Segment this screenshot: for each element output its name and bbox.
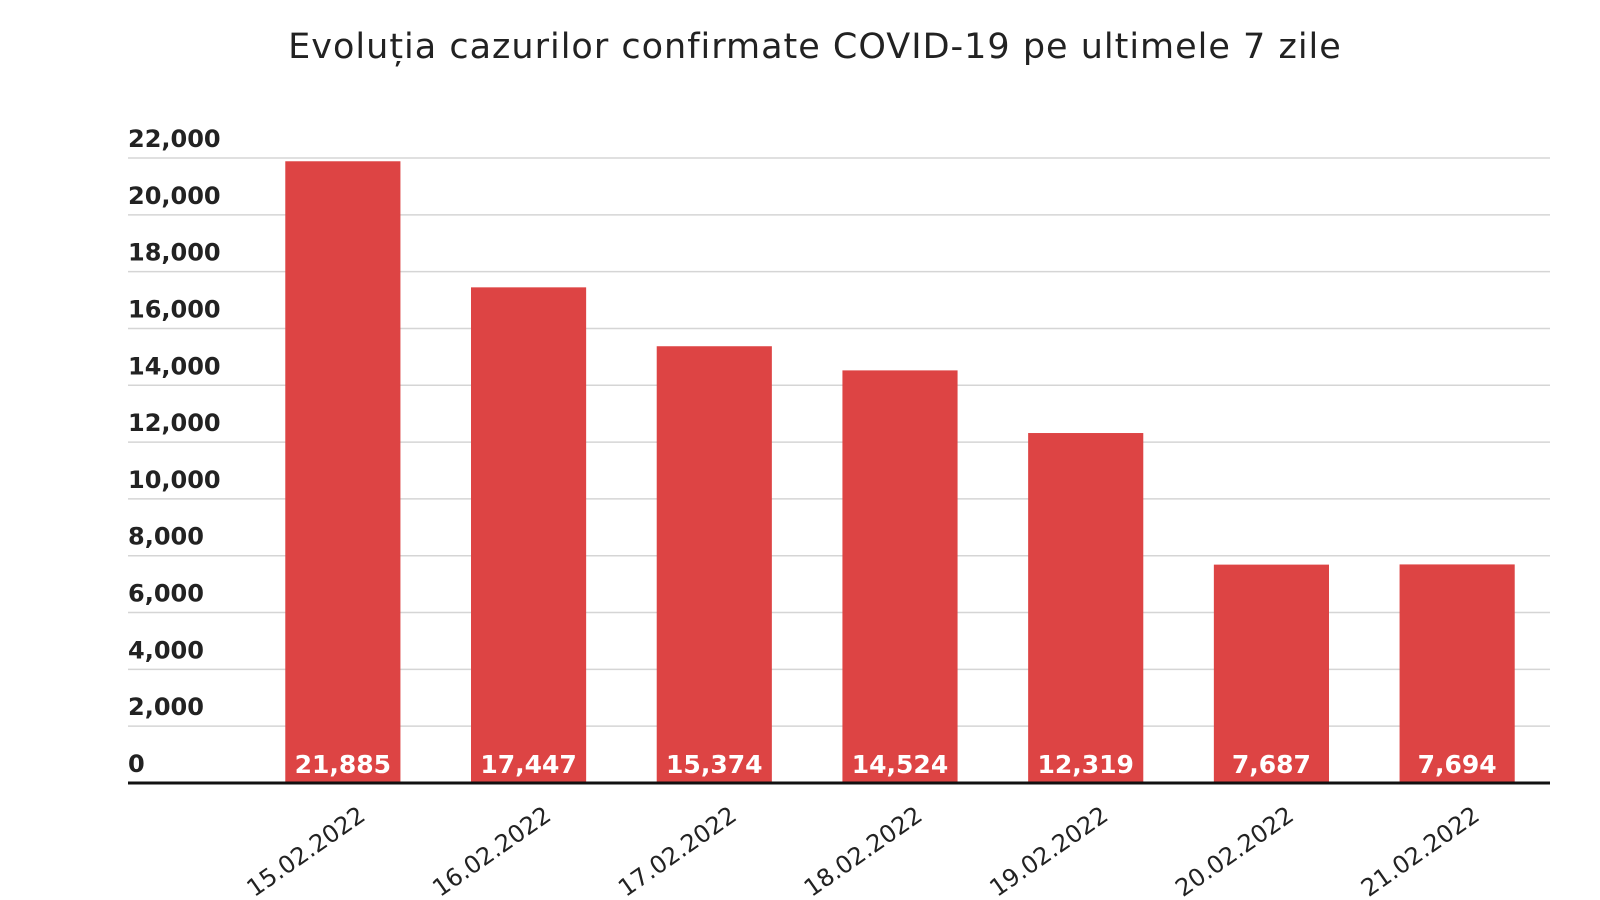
x-tick-label: 19.02.2022: [985, 801, 1114, 900]
bar: [842, 370, 958, 783]
y-tick-label: 8,000: [128, 523, 204, 551]
y-tick-label: 6,000: [128, 580, 204, 608]
y-tick-label: 18,000: [128, 239, 221, 267]
value-label: 7,694: [1418, 750, 1497, 779]
y-tick-label: 20,000: [128, 182, 221, 210]
y-tick-label: 12,000: [128, 409, 221, 437]
value-label: 12,319: [1037, 750, 1133, 779]
bar: [471, 287, 587, 783]
bar: [285, 161, 401, 784]
bar: [656, 346, 772, 783]
y-tick-label: 22,000: [128, 125, 221, 153]
y-tick-label: 14,000: [128, 352, 221, 380]
y-tick-label: 2,000: [128, 693, 204, 721]
y-tick-label: 4,000: [128, 636, 204, 664]
y-tick-label: 10,000: [128, 466, 221, 494]
bar: [1213, 564, 1329, 783]
x-tick-label: 15.02.2022: [242, 801, 371, 900]
y-tick-label: 16,000: [128, 295, 221, 323]
x-tick-label: 16.02.2022: [427, 801, 556, 900]
x-tick-label: 20.02.2022: [1170, 801, 1299, 900]
x-tick-label: 18.02.2022: [799, 801, 928, 900]
y-tick-label: 0: [128, 750, 145, 778]
value-label: 17,447: [480, 750, 576, 779]
chart-title: Evoluția cazurilor confirmate COVID-19 p…: [288, 27, 1342, 67]
value-label: 14,524: [852, 750, 948, 779]
x-tick-label: 17.02.2022: [613, 801, 742, 900]
bar: [1028, 433, 1144, 783]
bar: [1399, 564, 1515, 783]
value-label: 7,687: [1232, 750, 1311, 779]
x-tick-label: 21.02.2022: [1356, 801, 1485, 900]
value-label: 15,374: [666, 750, 762, 779]
value-label: 21,885: [295, 750, 391, 779]
